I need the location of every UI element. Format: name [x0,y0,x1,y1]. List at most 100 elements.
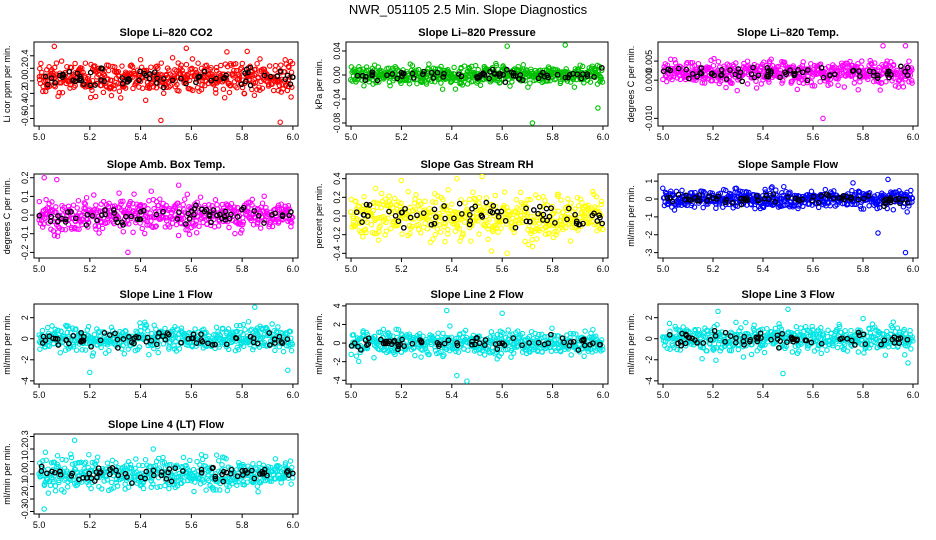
data-point [249,202,255,208]
data-point [272,62,279,69]
reference-point [764,73,770,80]
data-point [883,78,889,85]
x-tick-label: 5.8 [857,264,870,274]
outlier-point [51,43,58,50]
reference-point [221,213,228,220]
data-point [289,341,296,348]
data-point [671,57,678,63]
data-point [809,83,815,89]
data-point [600,346,606,353]
reference-point [738,201,745,208]
data-point [800,59,806,65]
data-point [731,195,737,201]
data-point [248,217,254,224]
reference-point [456,71,462,78]
x-tick-label: 5.2 [84,264,97,274]
data-point [762,189,769,195]
data-point [377,223,383,229]
x-tick-label: 6.0 [597,390,610,400]
data-point [285,202,292,209]
outlier-point [125,249,131,256]
data-point [218,62,224,69]
reference-point [363,201,370,208]
data-point [413,192,419,198]
x-tick-label: 5.4 [757,390,770,400]
data-point [189,56,196,62]
figure-title: NWR_051105 2.5 Min. Slope Diagnostics [349,2,588,17]
data-point [249,196,256,203]
outlier-point [252,304,258,310]
data-point [866,203,872,209]
reference-point [732,71,739,78]
outlier-point [850,180,856,186]
data-point [181,196,188,202]
data-point [871,60,878,66]
plot-frame [657,173,919,259]
reference-point [247,64,254,71]
reference-point [495,213,502,220]
reference-point [573,220,580,227]
data-point [174,81,180,88]
reference-point [785,194,791,200]
data-point [507,212,513,218]
data-point [159,205,165,212]
y-tick-label: 0.0 [20,209,30,222]
reference-point [193,340,200,346]
reference-point [198,331,204,338]
data-point [176,68,182,74]
data-point [476,231,482,237]
reference-point [765,196,772,202]
data-point [723,84,729,91]
data-point [414,80,420,87]
reference-point [741,196,747,202]
data-point [702,75,709,81]
data-point [859,58,865,64]
data-point [871,193,878,199]
outlier-point [175,182,182,188]
data-point [815,204,822,211]
reference-point [101,78,108,84]
y-tick-label: 0.2 [20,62,30,75]
data-point [256,84,262,90]
reference-point [865,192,872,199]
reference-point [360,212,367,218]
data-point [82,60,89,66]
outlier-point [398,177,405,184]
reference-point [787,67,793,74]
data-point [144,328,151,334]
reference-point [841,196,847,203]
reference-point [738,195,744,202]
data-point [121,83,127,90]
data-point [463,334,470,341]
data-point [440,330,446,337]
data-point [442,238,448,245]
data-point [70,344,77,350]
data-point [163,202,169,209]
reference-point [402,205,408,212]
x-tick-label: 5.2 [84,132,97,142]
data-point [679,187,685,194]
reference-point [364,342,370,348]
reference-point [882,196,889,203]
reference-point [874,72,881,79]
data-point [598,337,605,343]
data-point [116,88,123,95]
data-point [581,80,587,86]
data-point [126,221,132,227]
data-point [456,225,463,232]
reference-point [847,196,854,202]
data-point [167,82,174,89]
y-tick-label: 0 [644,197,654,202]
data-point [418,354,424,360]
reference-point [589,212,596,219]
outlier-point [880,43,886,49]
data-point [426,351,432,358]
reference-point [499,340,506,347]
reference-point [111,210,118,216]
reference-point [178,339,185,346]
reference-point [186,216,193,222]
reference-point [42,337,49,344]
